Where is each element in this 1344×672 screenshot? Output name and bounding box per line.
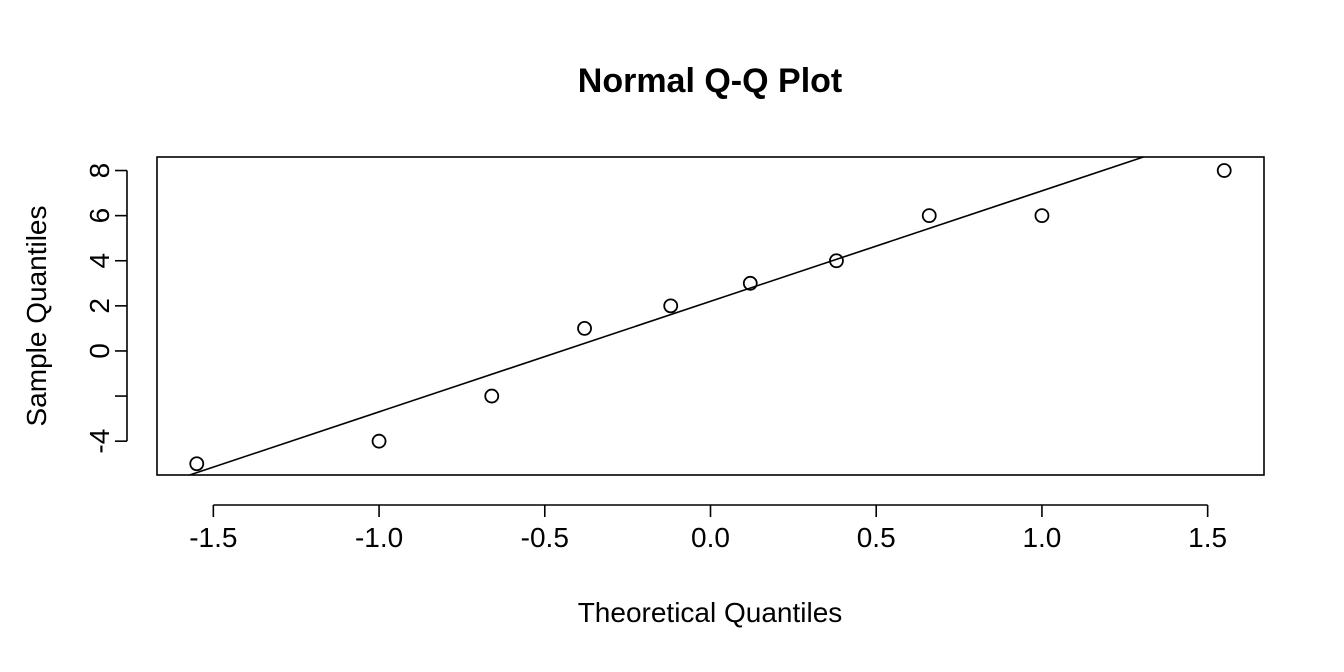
data-point <box>189 456 205 472</box>
qq-reference-line <box>189 156 1144 476</box>
data-point <box>829 253 844 269</box>
data-point <box>484 388 500 404</box>
x-axis: -1.5 -1.0 -0.5 0.0 0.5 1.0 1.5 <box>189 504 1227 553</box>
x-tick-label: 0.0 <box>691 522 730 553</box>
y-tick-label: 2 <box>84 298 115 314</box>
y-tick-label: 8 <box>84 163 115 179</box>
x-tick-label: 1.0 <box>1022 522 1061 553</box>
y-axis-label: Sample Quantiles <box>21 205 52 426</box>
data-point <box>742 275 758 291</box>
x-tick-label: -1.5 <box>189 522 237 553</box>
x-tick-label: -1.0 <box>355 522 403 553</box>
x-tick-label: -0.5 <box>521 522 569 553</box>
data-point <box>1216 163 1232 178</box>
plot-frame <box>156 156 1265 476</box>
data-point <box>1034 208 1050 224</box>
x-tick-label: 1.5 <box>1188 522 1227 553</box>
reference-line-layer <box>189 156 1144 476</box>
data-point <box>371 433 387 449</box>
points-layer <box>189 163 1232 472</box>
x-tick-label: 0.5 <box>857 522 896 553</box>
y-tick-label: 6 <box>84 208 115 224</box>
y-tick-label: 0 <box>84 343 115 359</box>
y-tick-label: -4 <box>84 429 115 454</box>
chart-title: Normal Q-Q Plot <box>578 62 842 100</box>
y-axis: -4 0 2 4 6 8 <box>84 163 128 454</box>
data-point <box>921 208 937 224</box>
x-axis-label: Theoretical Quantiles <box>578 597 843 628</box>
data-point <box>577 321 592 336</box>
y-tick-label: 4 <box>84 253 115 269</box>
data-point <box>663 298 679 314</box>
